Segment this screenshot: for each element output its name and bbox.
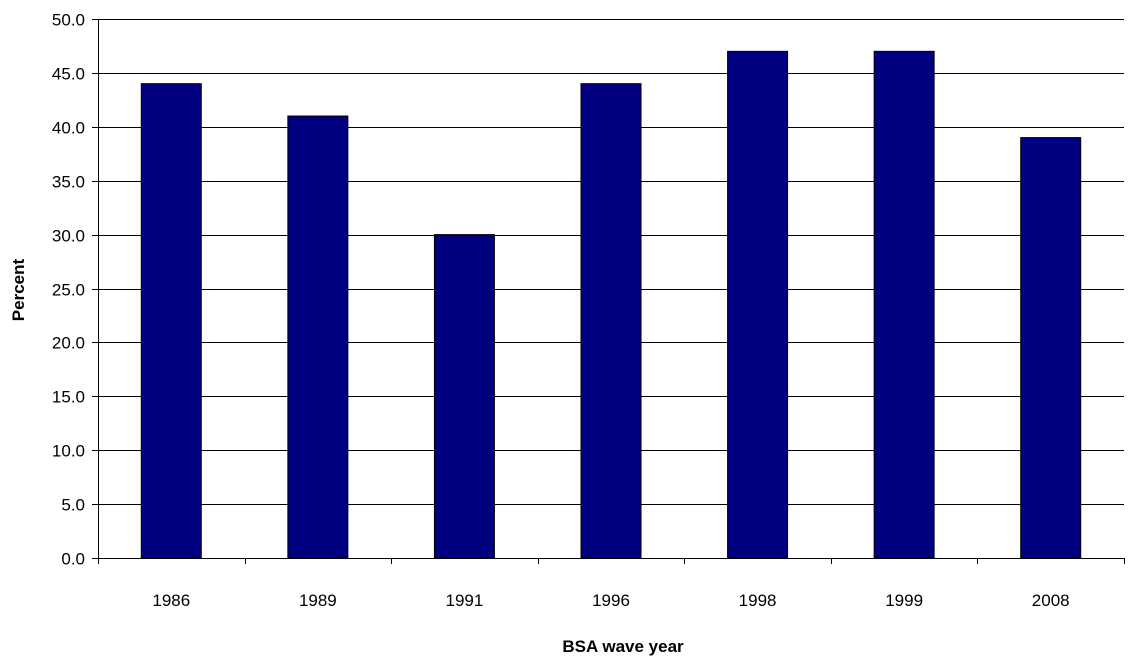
y-tick-label: 20.0: [52, 334, 85, 353]
x-tick-labels: 1986 1989 1991 1996 1998 1999 2008: [152, 591, 1069, 610]
x-tick-label: 1999: [885, 591, 923, 610]
bar-2008: [1020, 137, 1082, 559]
y-tick-labels: 0.0 5.0 10.0 15.0 20.0 25.0 30.0 35.0 40.0 45.0 50…: [52, 11, 85, 569]
x-tick-label: 1989: [299, 591, 337, 610]
bar-1991: [433, 234, 495, 559]
x-tick-label: 1986: [152, 591, 190, 610]
bar-1999: [873, 50, 935, 559]
y-tick-label: 50.0: [52, 11, 85, 30]
y-axis-title: Percent: [9, 258, 28, 321]
y-tick-label: 15.0: [52, 388, 85, 407]
bar-1989: [287, 115, 349, 559]
y-tick-label: 35.0: [52, 173, 85, 192]
x-axis-title: BSA wave year: [562, 637, 684, 656]
y-tick-label: 30.0: [52, 227, 85, 246]
x-tick-label: 1996: [592, 591, 630, 610]
bar-1996: [580, 83, 642, 559]
y-tick-label: 45.0: [52, 65, 85, 84]
y-tick-label: 40.0: [52, 119, 85, 138]
axes: [92, 19, 1125, 564]
x-tick-label: 2008: [1032, 591, 1070, 610]
x-tick-label: 1998: [739, 591, 777, 610]
bar-1998: [727, 50, 789, 559]
y-tick-label: 5.0: [61, 496, 85, 515]
y-tick-label: 10.0: [52, 442, 85, 461]
bar-1986: [140, 83, 202, 559]
y-tick-label: 0.0: [61, 550, 85, 569]
x-tick-label: 1991: [446, 591, 484, 610]
y-tick-label: 25.0: [52, 281, 85, 300]
